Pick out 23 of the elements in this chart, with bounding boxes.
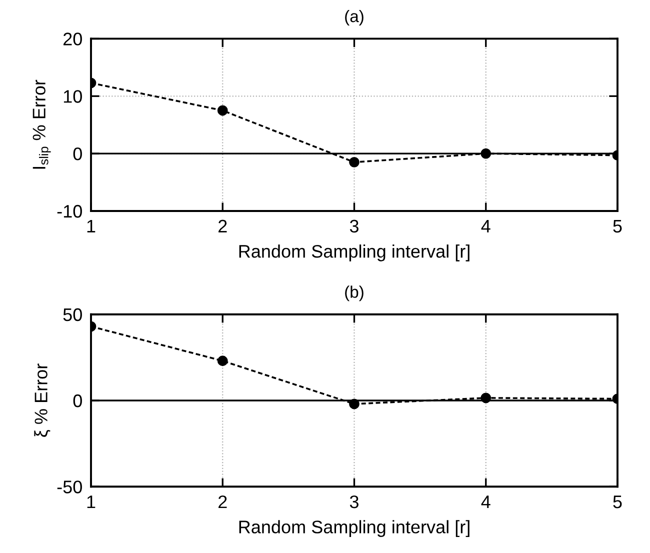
x-tick-label: 1 xyxy=(87,496,96,508)
x-tick-label: 3 xyxy=(350,495,358,508)
y-tick-label: 0 xyxy=(73,394,82,408)
y-tick-label: -50 xyxy=(57,480,82,494)
y-tick-label: 10 xyxy=(64,90,82,103)
x-axis-title: Random Sampling interval [r] xyxy=(239,520,470,537)
x-tick-label: 2 xyxy=(218,220,227,232)
y-tick-label: 0 xyxy=(73,148,82,160)
x-tick-label: 3 xyxy=(350,220,358,233)
x-axis-title: Random Sampling interval [r] xyxy=(239,244,470,262)
y-tick-label: -10 xyxy=(57,204,82,218)
x-tick-label: 5 xyxy=(613,220,622,233)
y-axis-title: I$_{slip}$ % Error xyxy=(32,80,51,169)
x-tick-label: 4 xyxy=(481,220,490,232)
chart-title: (a) xyxy=(345,10,364,26)
x-tick-label: 5 xyxy=(613,496,622,508)
y-tick-label: 50 xyxy=(63,308,82,322)
x-tick-label: 4 xyxy=(481,496,490,508)
chart-title: (b) xyxy=(345,286,364,302)
y-tick-label: 20 xyxy=(63,32,82,46)
x-tick-label: 1 xyxy=(87,220,96,232)
x-tick-label: 2 xyxy=(218,495,227,508)
y-axis-title: ξ % Error xyxy=(34,364,50,437)
